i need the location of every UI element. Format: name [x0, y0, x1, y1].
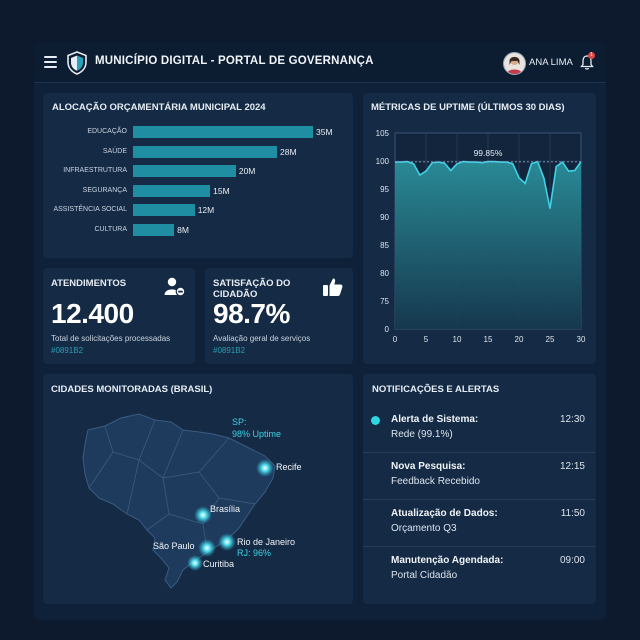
- notification-desc: Rede (99.1%): [391, 429, 453, 440]
- notification-title: Manutenção Agendada:: [391, 555, 504, 566]
- x-tick-label: 5: [424, 335, 429, 344]
- avatar[interactable]: [503, 52, 526, 75]
- notification-time: 11:50: [560, 508, 585, 519]
- city-label-rio: Rio de Janeiro: [237, 537, 296, 547]
- bar: [133, 204, 195, 216]
- brazil-map: [82, 413, 276, 589]
- uptime-chart: 0 75 80 85 90 95 100 105 0 5 10 15 20 25 30 99.85%: [376, 129, 586, 344]
- bar: [133, 126, 313, 138]
- y-tick-label: 105: [376, 129, 390, 138]
- bar-label: CULTURA: [94, 225, 127, 233]
- x-tick-label: 20: [515, 335, 524, 344]
- bar: [133, 184, 211, 197]
- budget-title: ALOCAÇÃO ORÇAMENTÁRIA MUNICIPAL 2024: [52, 102, 266, 113]
- notification-desc: Orçamento Q3: [391, 523, 457, 534]
- y-tick-label: 100: [376, 157, 390, 166]
- brasilia-marker[interactable]: [194, 506, 212, 524]
- notifications-title: NOTIFICAÇÕES E ALERTAS: [372, 384, 500, 395]
- notification-item[interactable]: Atualização de Dados: Orçamento Q3 11:50: [363, 500, 595, 547]
- notification-title: Alerta de Sistema:: [391, 414, 479, 425]
- bar-label: EDUCAÇÃO: [87, 128, 127, 135]
- shield-logo-icon: [67, 51, 87, 75]
- x-tick-label: 30: [577, 335, 586, 344]
- notification-time: 09:00: [559, 555, 585, 566]
- user-name[interactable]: ANA LIMA: [529, 57, 573, 68]
- city-label-curitiba: Curitiba: [203, 559, 235, 569]
- menu-icon[interactable]: [44, 56, 57, 68]
- bar-value-label: 20M: [238, 166, 256, 176]
- unread-dot: [371, 416, 380, 425]
- notifications-card: NOTIFICAÇÕES E ALERTAS Alerta de Sistema…: [363, 374, 596, 604]
- notification-desc: Portal Cidadão: [391, 570, 458, 581]
- y-tick-label: 95: [380, 185, 389, 194]
- app-title: MUNICÍPIO DIGITAL - PORTAL DE GOVERNANÇA: [95, 55, 374, 67]
- thumbs-up-icon: [323, 278, 343, 296]
- y-tick-label: 90: [380, 213, 389, 222]
- bar: [133, 223, 175, 236]
- sp-callout-line2: 98% Uptime: [232, 429, 282, 439]
- bar-value-label: 35M: [316, 127, 333, 137]
- notification-title: Atualização de Dados:: [391, 508, 498, 519]
- attendance-card: ATENDIMENTOS 12.400 Total de solicitaçõe…: [43, 268, 195, 364]
- satisfaction-title: SATISFAÇÃO DO CIDADÃO: [213, 278, 291, 300]
- map-title: CIDADES MONITORADAS (BRASIL): [51, 384, 213, 395]
- top-bar: MUNICÍPIO DIGITAL - PORTAL DE GOVERNANÇA…: [34, 42, 606, 83]
- attendance-code: #0891B2: [51, 346, 84, 355]
- uptime-card: MÉTRICAS DE UPTIME (ÚLTIMOS 30 DIAS) 0 75…: [363, 93, 596, 364]
- notification-desc: Feedback Recebido: [391, 476, 480, 487]
- satisfaction-subtitle: Avaliação geral de serviços: [213, 334, 311, 343]
- bar-label: ASSISTÊNCIA SOCIAL: [53, 206, 127, 213]
- y-tick-label: 85: [380, 241, 389, 250]
- satisfaction-value: 98.7%: [213, 298, 290, 329]
- bar-value-label: 8M: [177, 224, 189, 235]
- sao-paulo-marker[interactable]: [198, 539, 216, 557]
- bar-label: INFRAESTRUTURA: [63, 167, 127, 174]
- uptime-area: [395, 161, 581, 329]
- notification-item[interactable]: Manutenção Agendada: Portal Cidadão 09:0…: [363, 547, 595, 593]
- budget-chart: EDUCAÇÃO 35M SAÚDE 28M INFRAESTRUTURA 20M SEGU…: [43, 93, 353, 258]
- curitiba-marker[interactable]: [187, 555, 203, 571]
- x-tick-label: 0: [393, 335, 398, 344]
- bar-value-label: 15M: [213, 185, 230, 196]
- satisfaction-card: SATISFAÇÃO DO CIDADÃO 98.7% Avaliação ge…: [205, 268, 353, 364]
- attendance-title: ATENDIMENTOS: [51, 278, 127, 289]
- map-card: CIDADES MONITORADAS (BRASIL) SP: 98% Upt…: [43, 374, 353, 604]
- rio-marker[interactable]: [218, 533, 236, 551]
- x-tick-label: 10: [453, 335, 462, 344]
- city-label-recife: Recife: [276, 462, 302, 472]
- x-tick-label: 15: [484, 335, 493, 344]
- x-tick-label: 25: [546, 335, 555, 344]
- uptime-title: MÉTRICAS DE UPTIME (ÚLTIMOS 30 DIAS): [371, 102, 565, 113]
- attendance-value: 12.400: [51, 298, 134, 329]
- satisfaction-code: #0891B2: [213, 346, 246, 355]
- bar-label: SEGURANÇA: [82, 186, 127, 194]
- recife-marker[interactable]: [256, 459, 274, 477]
- dashboard-window: MUNICÍPIO DIGITAL - PORTAL DE GOVERNANÇA…: [34, 42, 606, 620]
- user-badge-icon: [164, 277, 186, 297]
- budget-card: ALOCAÇÃO ORÇAMENTÁRIA MUNICIPAL 2024 EDU…: [43, 93, 353, 258]
- uptime-annotation: 99.85%: [474, 148, 503, 158]
- notification-item[interactable]: Nova Pesquisa: Feedback Recebido 12:15: [363, 453, 595, 500]
- y-tick-label: 80: [380, 269, 389, 278]
- city-label-sao-paulo: São Paulo: [153, 541, 195, 551]
- notification-badge: 1: [588, 52, 595, 59]
- sp-callout-line1: SP:: [232, 417, 247, 427]
- city-label-brasilia: Brasília: [210, 504, 241, 514]
- city-detail-rio: RJ: 96%: [237, 548, 272, 558]
- notification-title: Nova Pesquisa:: [391, 461, 466, 472]
- bar: [133, 145, 277, 158]
- attendance-subtitle: Total de solicitações processadas: [51, 334, 171, 343]
- bar-label: SAÚDE: [102, 147, 127, 155]
- notification-time: 12:15: [559, 461, 585, 472]
- bar: [133, 165, 236, 177]
- y-tick-label: 0: [385, 325, 390, 334]
- notification-time: 12:30: [559, 414, 585, 425]
- bar-value-label: 12M: [197, 205, 215, 215]
- bar-value-label: 28M: [280, 146, 297, 157]
- notification-item[interactable]: Alerta de Sistema: Rede (99.1%) 12:30: [363, 406, 595, 453]
- y-tick-label: 75: [380, 297, 389, 306]
